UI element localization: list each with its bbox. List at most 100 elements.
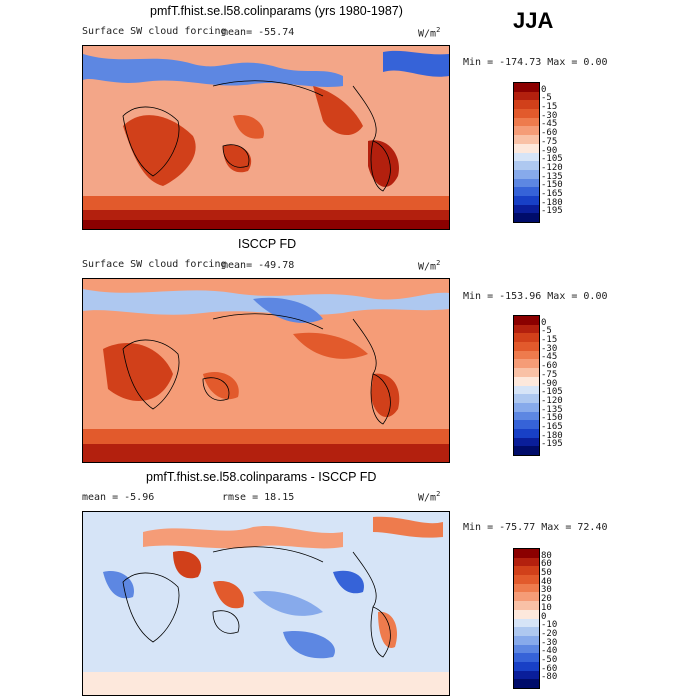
panel-3-red-north: [143, 525, 343, 549]
panel-3-colorbar-tick-label: -40: [541, 646, 558, 657]
panel-3-mean: mean = -5.96: [82, 492, 155, 503]
panel-1-colorbar-swatch: [514, 91, 539, 101]
panel-3-colorbar-tick-label: 10: [541, 602, 552, 613]
panel-1-colorbar-swatch: [514, 213, 539, 222]
panel-1-south-band-3: [83, 220, 449, 229]
panel-3-colorbar-swatch: [514, 557, 539, 567]
panel-2-colorbar-swatch: [514, 428, 539, 438]
panel-3-colorbar-tick-label: -30: [541, 637, 558, 648]
panel-1-colorbar-ticks: 0 -5 -15 -30 -45 -60 -75 -90 -105 -120 -135 -150 -16…: [541, 82, 601, 222]
panel-3-red-asia: [173, 551, 202, 579]
panel-1-colorbar-swatch: [514, 143, 539, 153]
panel-3-blue-atlantic: [103, 571, 134, 599]
panel-2-colorbar-swatch: [514, 368, 539, 377]
panel-1-colorbar-tick-label: -5: [541, 93, 552, 104]
panel-2-colorbar-swatch: [514, 359, 539, 369]
panel-1-colorbar-tick-label: -165: [541, 188, 563, 199]
panel-2-colorbar-swatch: [514, 376, 539, 386]
panel-2-colorbar: [513, 315, 540, 456]
panel-2-mean: mean= -49.78: [222, 260, 295, 271]
panel-3-south-band: [83, 672, 449, 695]
panel-3-colorbar-tick-label: 0: [541, 611, 547, 622]
panel-1-mean: mean= -55.74: [222, 27, 295, 38]
panel-3-map: [82, 511, 450, 696]
panel-1-colorbar-swatch: [514, 126, 539, 136]
panel-2-colorbar-tick-label: -105: [541, 387, 563, 398]
panel-1-red-pacific: [313, 86, 363, 136]
panel-1-red-africa: [123, 115, 196, 186]
panel-3-colorbar-tick-label: 20: [541, 594, 552, 605]
panel-1-colorbar-swatch: [514, 161, 539, 170]
panel-3-colorbar-swatch: [514, 609, 539, 619]
panel-3-colorbar-tick-label: -10: [541, 620, 558, 631]
panel-3-colorbar-tick-label: -50: [541, 654, 558, 665]
panel-1-coastlines: [122, 80, 391, 192]
panel-3-title: pmfT.fhist.se.l58.colinparams - ISCCP FD: [146, 470, 377, 484]
panel-2-colorbar-swatch: [514, 446, 539, 455]
panel-2-colorbar-tick-label: -75: [541, 369, 558, 380]
panel-3-colorbar-swatch: [514, 644, 539, 654]
panel-1-red-samerica: [368, 140, 399, 187]
panel-1-colorbar-tick-label: -195: [541, 206, 563, 217]
panel-3-blue-epacific: [333, 570, 364, 594]
panel-3-colorbar: [513, 548, 540, 689]
panel-1-map: [82, 45, 450, 230]
panel-3-colorbar-swatch: [514, 627, 539, 636]
panel-2-red-pacific: [293, 332, 368, 359]
panel-1-colorbar-swatch: [514, 83, 539, 92]
panel-2-colorbar-tick-label: -30: [541, 343, 558, 354]
panel-2-field-label: Surface SW cloud forcing: [82, 259, 227, 270]
panel-2-colorbar-swatch: [514, 402, 539, 412]
panel-3-rmse: rmse = 18.15: [222, 492, 295, 503]
panel-1-colorbar-tick-label: 0: [541, 84, 547, 95]
panel-2-colorbar-tick-label: -45: [541, 352, 558, 363]
season-label: JJA: [513, 8, 554, 33]
panel-2-minmax: Min = -153.96 Max = 0.00: [463, 291, 608, 302]
panel-3-coastlines: [122, 546, 391, 658]
panel-1-colorbar-tick-label: -45: [541, 119, 558, 130]
panel-1-units: W/m2: [418, 26, 441, 40]
panel-1-red-australia: [223, 145, 252, 173]
panel-1-colorbar-swatch: [514, 169, 539, 179]
panel-3-colorbar-tick-label: -20: [541, 628, 558, 639]
panel-2-colorbar-tick-label: -180: [541, 430, 563, 441]
panel-1-south-band-2: [83, 210, 449, 220]
panel-2-colorbar-swatch: [514, 437, 539, 447]
panel-1-blue-band-north: [83, 54, 343, 87]
panel-3-colorbar-ticks: 80 60 50 40 30 20 10 0 -10 -20 -30 -40 -50 -60 -80: [541, 548, 601, 688]
panel-2-colorbar-tick-label: -135: [541, 404, 563, 415]
panel-3-colorbar-swatch: [514, 670, 539, 680]
panel-2-colorbar-swatch: [514, 350, 539, 360]
panel-2-blue-npacific: [253, 297, 323, 323]
panel-3-units: W/m2: [418, 490, 441, 504]
panel-1-colorbar-tick-label: -135: [541, 171, 563, 182]
panel-3-colorbar-swatch: [514, 575, 539, 584]
panel-2-red-africa: [103, 343, 173, 401]
panel-2-colorbar-tick-label: -165: [541, 421, 563, 432]
panel-1-colorbar-tick-label: -120: [541, 162, 563, 173]
panel-1-colorbar-tick-label: -105: [541, 154, 563, 165]
panel-2-colorbar-swatch: [514, 333, 539, 343]
panel-3-colorbar-swatch: [514, 566, 539, 576]
panel-2-colorbar-swatch: [514, 324, 539, 334]
panel-1-colorbar-swatch: [514, 178, 539, 188]
panel-3-colorbar-tick-label: -60: [541, 663, 558, 674]
panel-3-colorbar-tick-label: 60: [541, 559, 552, 570]
panel-1-colorbar-tick-label: -30: [541, 110, 558, 121]
panel-1-colorbar-swatch: [514, 204, 539, 214]
panel-1-colorbar-tick-label: -60: [541, 128, 558, 139]
panel-2-colorbar-tick-label: -150: [541, 413, 563, 424]
panel-2-colorbar-swatch: [514, 411, 539, 421]
panel-2-colorbar-tick-label: -15: [541, 335, 558, 346]
panel-2-title: ISCCP FD: [238, 237, 297, 251]
panel-1-title: pmfT.fhist.se.l58.colinparams (yrs 1980-…: [150, 4, 403, 18]
panel-3-colorbar-swatch: [514, 592, 539, 602]
panel-1-colorbar-swatch: [514, 135, 539, 144]
panel-2-map-plot: [83, 279, 449, 462]
panel-1-colorbar-tick-label: -15: [541, 102, 558, 113]
panel-1-colorbar-tick-label: -90: [541, 145, 558, 156]
panel-2-colorbar-tick-label: 0: [541, 317, 547, 328]
panel-3-blue-spacific: [283, 631, 335, 659]
panel-3-colorbar-swatch: [514, 583, 539, 593]
panel-3-colorbar-swatch: [514, 661, 539, 671]
